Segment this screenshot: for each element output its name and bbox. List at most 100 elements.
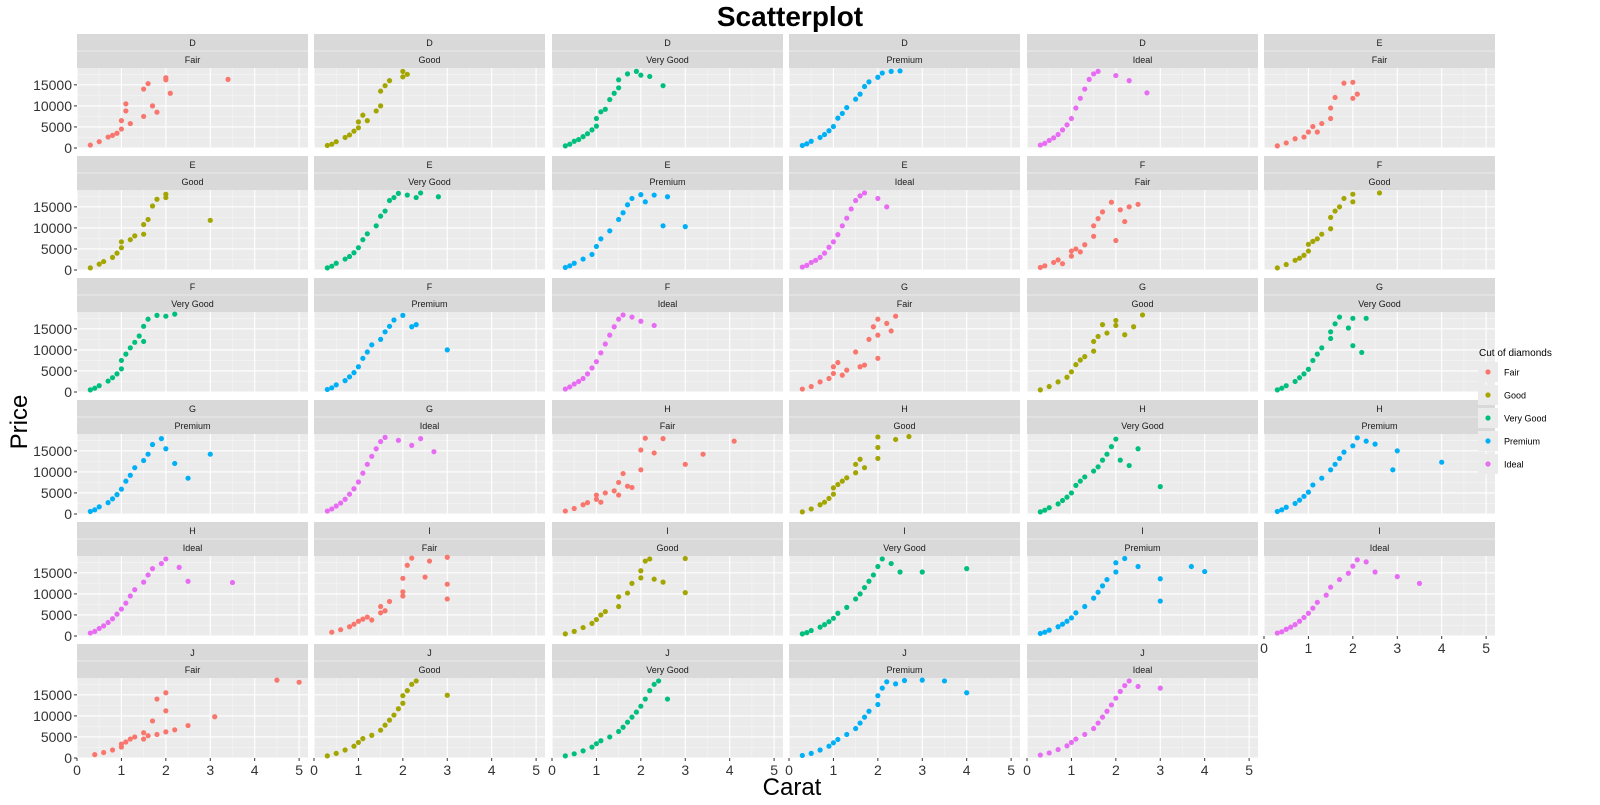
legend-label: Very Good — [1504, 414, 1547, 424]
data-point — [163, 690, 169, 696]
y-tick-label: 0 — [64, 750, 72, 766]
data-point — [1064, 122, 1070, 128]
x-tick-label: 4 — [488, 762, 496, 778]
data-point — [391, 194, 397, 201]
data-point — [346, 491, 353, 497]
data-point — [1341, 80, 1347, 86]
data-point — [651, 450, 657, 456]
x-tick-label: 1 — [1305, 640, 1313, 656]
facet-cut-label: Fair — [897, 299, 913, 309]
data-point — [598, 612, 604, 618]
data-point — [1310, 123, 1316, 130]
data-point — [1305, 366, 1312, 372]
data-point — [123, 108, 129, 114]
data-point — [620, 470, 626, 477]
facet-panel: I Very Good — [788, 522, 1020, 637]
data-point — [808, 383, 814, 390]
data-point — [1336, 204, 1343, 210]
data-point — [1126, 78, 1132, 84]
data-point — [602, 341, 608, 347]
data-point — [444, 581, 450, 587]
data-point — [826, 743, 832, 749]
data-point — [123, 600, 129, 606]
data-point — [893, 313, 899, 319]
data-point — [589, 251, 595, 258]
data-point — [1336, 455, 1343, 462]
data-point — [1068, 615, 1075, 621]
panel-background — [1264, 68, 1495, 148]
data-point — [642, 435, 648, 441]
data-point — [647, 688, 653, 694]
data-point — [638, 575, 644, 581]
data-point — [642, 199, 648, 205]
data-point — [1283, 626, 1289, 632]
panel-background — [1027, 434, 1258, 514]
data-point — [1037, 142, 1043, 148]
data-point — [620, 724, 626, 730]
data-point — [163, 729, 169, 735]
data-point — [808, 259, 814, 266]
x-tick-label: 5 — [295, 762, 303, 778]
data-point — [875, 332, 881, 338]
data-point — [1077, 357, 1083, 363]
data-point — [1055, 746, 1061, 753]
data-point — [132, 233, 138, 239]
data-point — [422, 574, 428, 580]
data-point — [651, 681, 657, 687]
y-tick-label: 10000 — [33, 586, 72, 602]
data-point — [1439, 459, 1445, 465]
data-point — [1042, 263, 1048, 269]
data-point — [830, 123, 837, 130]
data-point — [629, 580, 635, 586]
facet-panel: D Fair 0 5000 10000 15000 — [33, 34, 308, 156]
data-point — [1037, 387, 1043, 393]
data-point — [888, 560, 894, 567]
data-point — [799, 142, 805, 149]
data-point — [1059, 261, 1066, 267]
data-point — [1350, 191, 1356, 197]
data-point — [1319, 120, 1325, 127]
data-point — [1328, 467, 1334, 473]
x-tick-label: 0 — [310, 762, 318, 778]
data-point — [1108, 444, 1115, 450]
data-point — [1274, 630, 1280, 636]
data-point — [1077, 95, 1083, 101]
data-point — [611, 90, 617, 96]
data-point — [1296, 618, 1303, 624]
facet-panel: D Very Good — [551, 34, 783, 149]
panel-background — [552, 678, 783, 758]
data-point — [1350, 199, 1356, 205]
data-point — [861, 714, 868, 720]
data-point — [616, 603, 622, 610]
data-point — [857, 193, 863, 199]
data-point — [875, 195, 881, 202]
data-point — [1354, 435, 1360, 441]
data-point — [1077, 249, 1083, 255]
facet-panel: F Fair — [1026, 156, 1258, 271]
data-point — [1157, 484, 1163, 490]
panel-background — [314, 190, 545, 270]
data-point — [607, 96, 613, 103]
x-tick-label: 3 — [443, 762, 451, 778]
data-point — [400, 700, 406, 706]
facet-color-label: H — [664, 404, 671, 414]
data-point — [141, 579, 147, 585]
data-point — [409, 442, 415, 448]
data-point — [435, 194, 441, 200]
legend-key-point — [1485, 415, 1491, 421]
data-point — [1350, 563, 1356, 569]
data-point — [844, 215, 850, 221]
data-point — [830, 370, 837, 377]
data-point — [848, 206, 854, 212]
data-point — [839, 223, 845, 229]
data-point — [875, 701, 881, 708]
data-point — [1068, 490, 1075, 496]
data-point — [567, 384, 573, 390]
data-point — [1139, 312, 1146, 318]
data-point — [373, 108, 379, 114]
data-point — [817, 254, 823, 260]
panel-background — [552, 556, 783, 636]
x-tick-label: 4 — [726, 762, 734, 778]
data-point — [1283, 140, 1289, 146]
data-point — [364, 461, 370, 467]
